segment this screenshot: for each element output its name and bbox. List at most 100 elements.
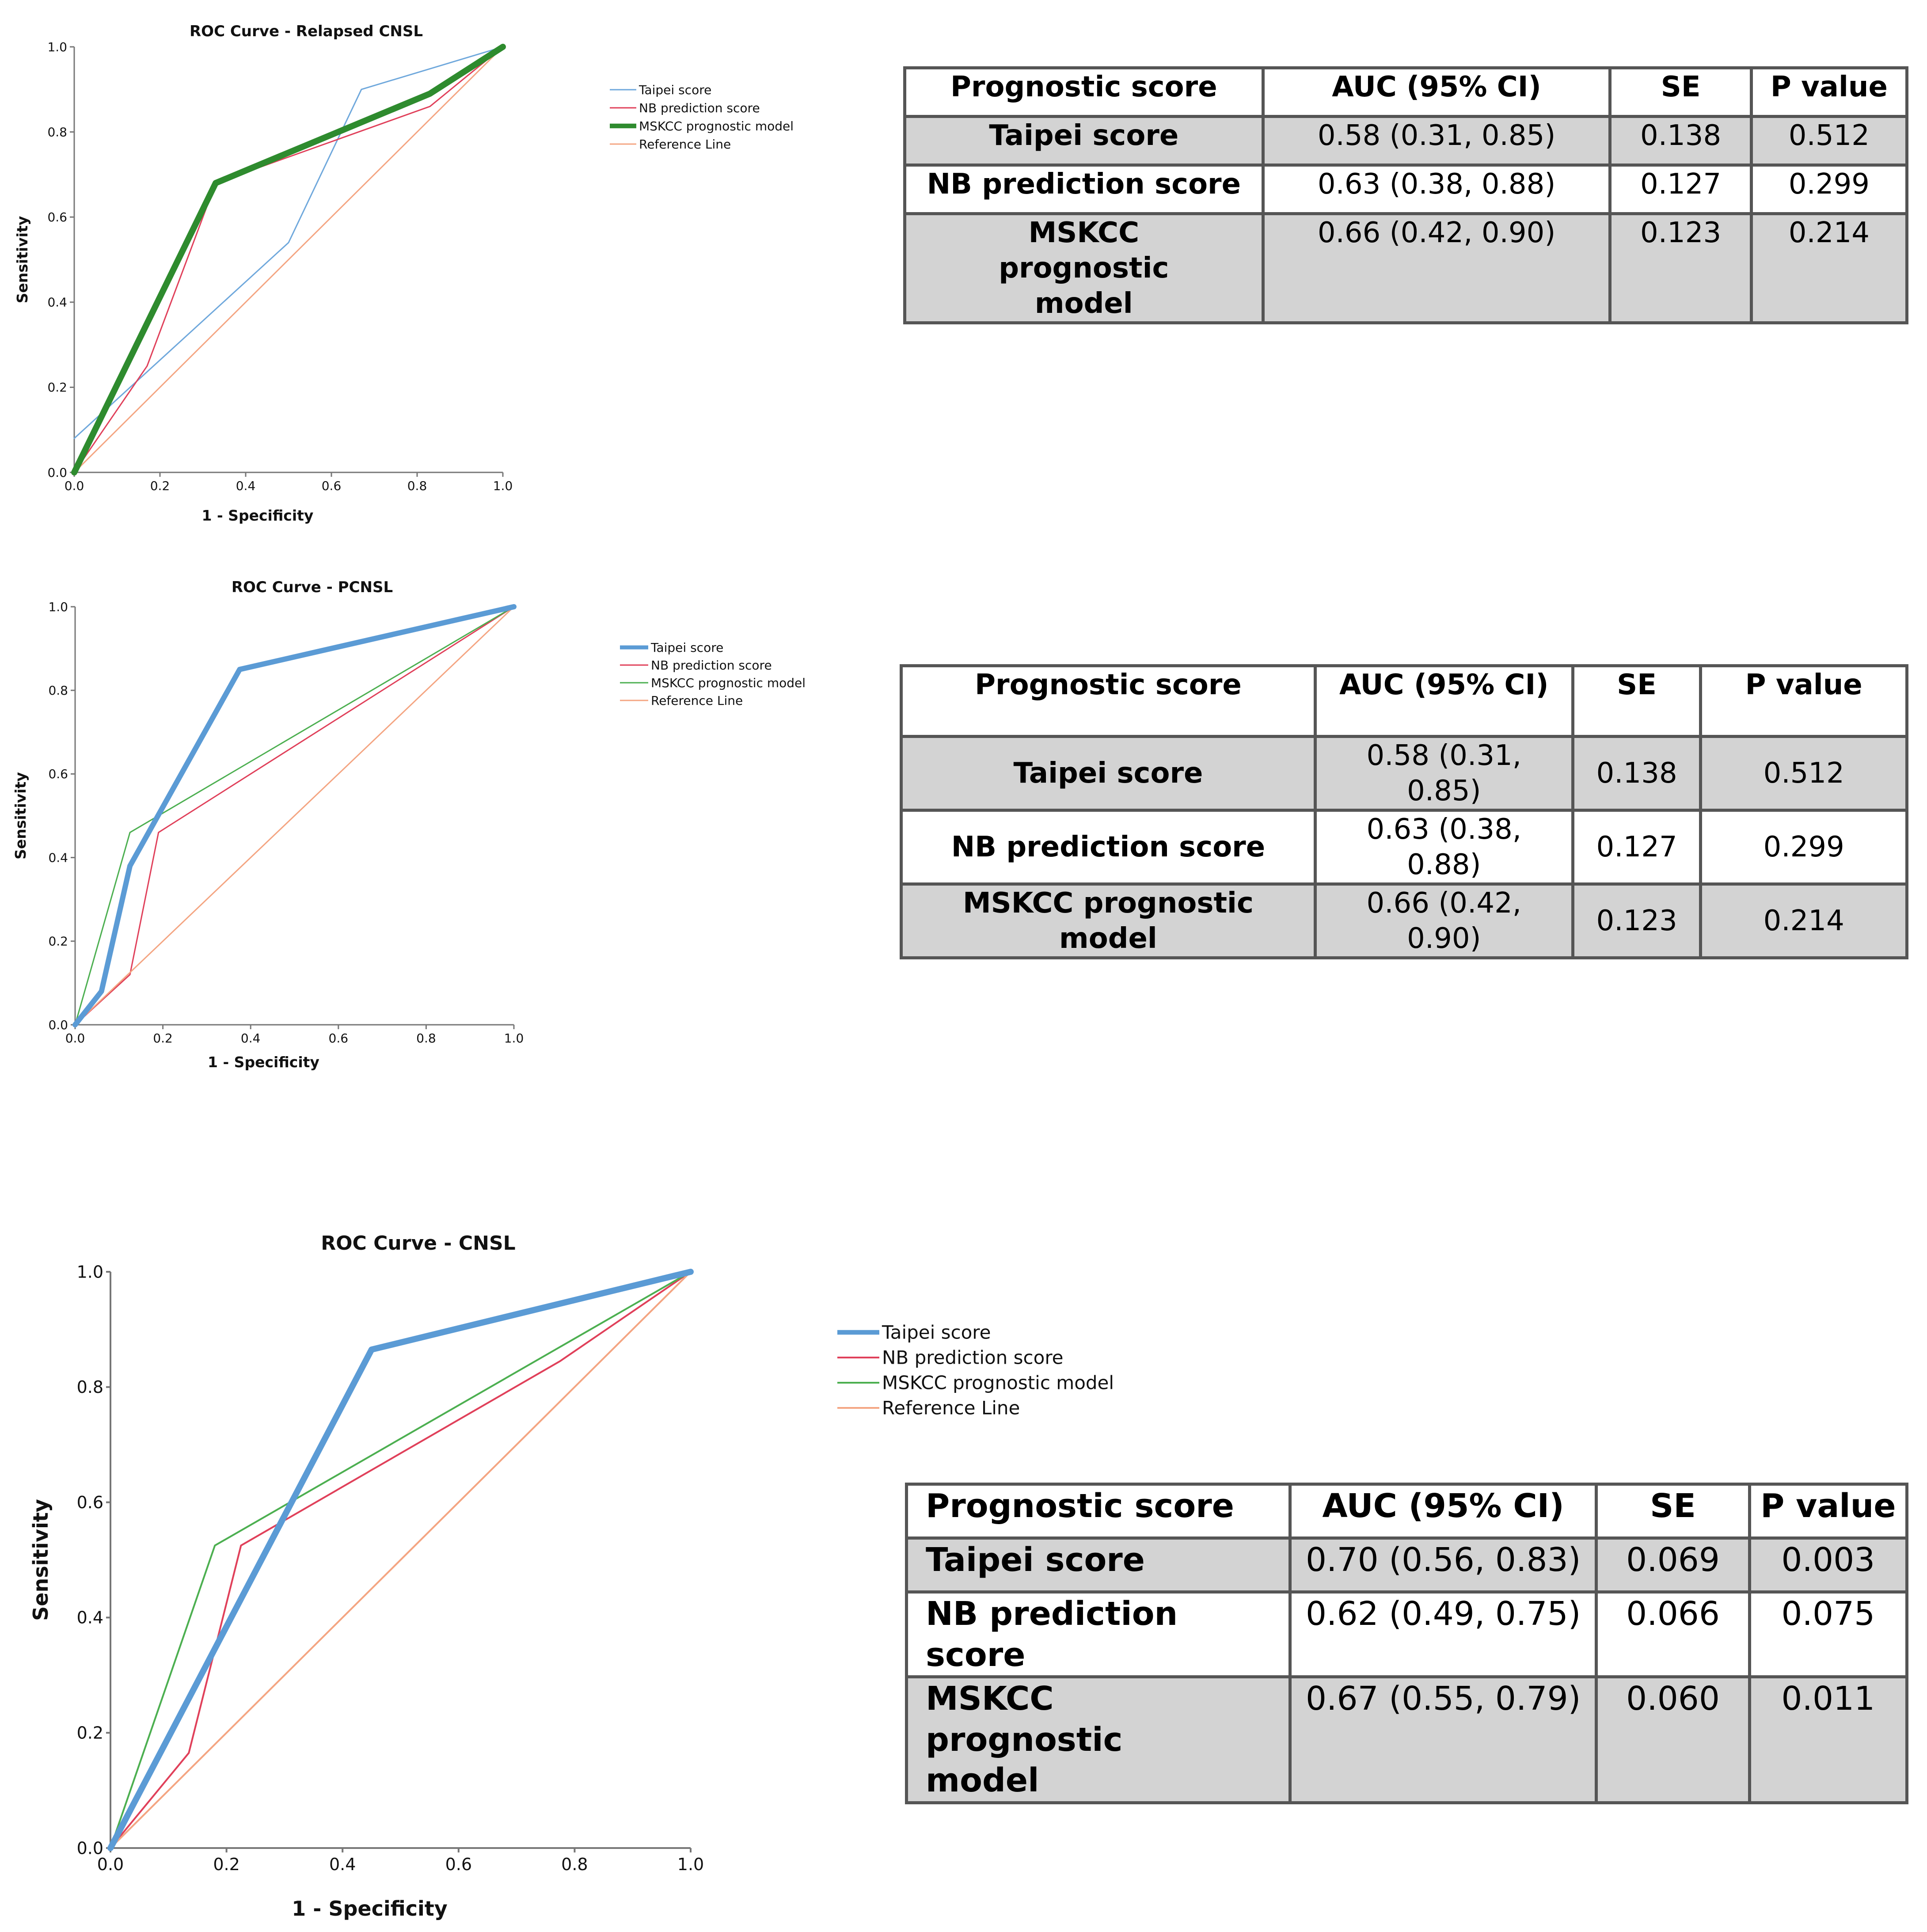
header-se: SE	[1608, 66, 1753, 118]
series-line-mskcc-prognostic-model	[74, 606, 515, 1026]
auc-table-cnsl: Prognostic score AUC (95% CI) SE P value…	[905, 1483, 1909, 1804]
legend-label-taipei-score: Taipei score	[650, 640, 723, 655]
header-se: SE	[1595, 1483, 1751, 1540]
header-auc: AUC (95% CI)	[1261, 66, 1612, 118]
x-tick-label: 1.0	[504, 1031, 524, 1046]
row-score-name: Taipei score	[905, 1536, 1292, 1594]
legend-label-mskcc-prognostic-model: MSKCC prognostic model	[639, 119, 794, 133]
x-tick-label: 0.8	[561, 1855, 588, 1874]
row-p-value: 0.214	[1749, 212, 1909, 324]
legend-label-reference-line: Reference Line	[639, 137, 731, 152]
y-tick-label: 0.4	[77, 1608, 103, 1628]
series-line-reference-line	[74, 606, 515, 1026]
row-score-name: Taipei score	[900, 735, 1317, 812]
series-line-mskcc-prognostic-model	[71, 44, 506, 475]
x-tick-label: 0.8	[407, 479, 427, 493]
legend-label-mskcc-prognostic-model: MSKCC prognostic model	[651, 676, 806, 690]
series-line-taipei-score	[72, 604, 517, 1027]
y-tick-label: 1.0	[48, 600, 68, 614]
x-tick-label: 0.6	[445, 1855, 472, 1874]
header-p-value: P value	[1699, 664, 1908, 738]
series-line-reference-line	[73, 46, 504, 473]
row-se: 0.127	[1608, 164, 1753, 215]
series-line-reference-line	[110, 1271, 692, 1849]
roc-chart-cnsl: ROC Curve - CNSL 0.0 0.2 0.4 0.6 0.8 1.0 0.0 0.2…	[29, 1232, 1114, 1921]
x-tick-label: 0.4	[236, 479, 256, 493]
header-prognostic-score: Prognostic score	[903, 66, 1265, 118]
x-tick-label: 0.6	[322, 479, 342, 493]
chart-title: ROC Curve - PCNSL	[232, 578, 393, 596]
legend-label-mskcc-prognostic-model: MSKCC prognostic model	[882, 1372, 1114, 1394]
row-score-name: NB prediction score	[903, 164, 1265, 215]
table-header-row: Prognostic score AUC (95% CI) SE P value	[905, 1483, 1909, 1540]
row-se: 0.138	[1608, 115, 1753, 167]
series-line-taipei-score	[73, 46, 504, 439]
legend-label-reference-line: Reference Line	[651, 693, 743, 708]
x-tick-label: 0.0	[65, 1031, 85, 1046]
legend-label-taipei-score: Taipei score	[882, 1322, 991, 1343]
y-tick-label: 0.8	[77, 1377, 103, 1397]
x-tick-label: 0.2	[150, 479, 170, 493]
row-auc: 0.62 (0.49, 0.75)	[1288, 1590, 1598, 1678]
legend-label-reference-line: Reference Line	[882, 1397, 1020, 1419]
legend-label-nb-prediction-score: NB prediction score	[882, 1347, 1064, 1369]
chart-title: ROC Curve - CNSL	[321, 1232, 515, 1255]
series-line-nb-prediction-score	[74, 606, 515, 1026]
x-tick-label: 0.0	[97, 1855, 124, 1874]
row-auc: 0.66 (0.42, 0.90)	[1313, 882, 1574, 959]
x-tick-label: 1.0	[493, 479, 513, 493]
y-tick-label: 0.0	[47, 465, 67, 480]
row-p-value: 0.512	[1749, 115, 1909, 167]
y-tick-label: 0.8	[48, 683, 68, 698]
row-auc: 0.66 (0.42, 0.90)	[1261, 212, 1612, 324]
row-se: 0.123	[1608, 212, 1753, 324]
row-se: 0.066	[1595, 1590, 1751, 1678]
row-auc: 0.67 (0.55, 0.79)	[1288, 1675, 1598, 1804]
row-score-name: MSKCC prognostic model	[903, 212, 1265, 324]
x-tick-label: 0.4	[329, 1855, 356, 1874]
x-axis-label: 1 - Specificity	[202, 507, 314, 524]
row-se: 0.060	[1595, 1675, 1751, 1804]
y-tick-label: 0.4	[47, 295, 67, 310]
x-tick-label: 0.4	[241, 1031, 261, 1046]
header-prognostic-score: Prognostic score	[900, 664, 1317, 738]
roc-chart-relapsed-cnsl: ROC Curve - Relapsed CNSL 0.0 0.2 0.4 0.6 0.8…	[14, 23, 794, 524]
row-auc: 0.70 (0.56, 0.83)	[1288, 1536, 1598, 1594]
row-score-name: NB prediction score	[900, 809, 1317, 886]
legend-label-nb-prediction-score: NB prediction score	[651, 658, 772, 673]
row-p-value: 0.512	[1699, 735, 1908, 812]
y-tick-label: 0.6	[48, 767, 68, 781]
y-tick-label: 1.0	[77, 1262, 103, 1282]
table-header-row: Prognostic score AUC (95% CI) SE P value	[903, 66, 1909, 118]
header-p-value: P value	[1748, 1483, 1909, 1540]
table-row: MSKCC prognostic model 0.66 (0.42, 0.90)…	[903, 212, 1909, 324]
y-tick-label: 0.2	[47, 380, 67, 395]
row-score-name: NB prediction score	[905, 1590, 1292, 1678]
x-axis-label: 1 - Specificity	[292, 1897, 448, 1921]
row-p-value: 0.011	[1748, 1675, 1909, 1804]
header-auc: AUC (95% CI)	[1288, 1483, 1598, 1540]
y-tick-label: 0.4	[48, 850, 68, 865]
row-auc: 0.58 (0.31, 0.85)	[1261, 115, 1612, 167]
row-score-name: MSKCC prognostic model	[905, 1675, 1292, 1804]
table-row: Taipei score 0.58 (0.31, 0.85) 0.138 0.5…	[900, 735, 1908, 812]
legend-label-taipei-score: Taipei score	[639, 83, 711, 97]
table-row: MSKCC prognostic model 0.67 (0.55, 0.79)…	[905, 1675, 1909, 1804]
series-line-mskcc-prognostic-model	[110, 1271, 692, 1849]
header-prognostic-score: Prognostic score	[905, 1483, 1292, 1540]
table-row: NB prediction score 0.62 (0.49, 0.75) 0.…	[905, 1590, 1909, 1678]
series-line-nb-prediction-score	[110, 1271, 692, 1849]
table-row: NB prediction score 0.63 (0.38, 0.88) 0.…	[900, 809, 1908, 886]
table-row: Taipei score 0.58 (0.31, 0.85) 0.138 0.5…	[903, 115, 1909, 167]
y-axis-label: Sensitivity	[14, 216, 31, 304]
x-tick-label: 0.0	[65, 479, 84, 493]
chart-title: ROC Curve - Relapsed CNSL	[190, 23, 423, 40]
x-tick-label: 0.2	[153, 1031, 173, 1046]
auc-table-pcnsl: Prognostic score AUC (95% CI) SE P value…	[900, 664, 1908, 959]
row-p-value: 0.003	[1748, 1536, 1909, 1594]
y-tick-label: 1.0	[47, 40, 67, 54]
table-header-row: Prognostic score AUC (95% CI) SE P value	[900, 664, 1908, 738]
row-score-name: Taipei score	[903, 115, 1265, 167]
x-tick-label: 1.0	[677, 1855, 704, 1874]
row-se: 0.069	[1595, 1536, 1751, 1594]
